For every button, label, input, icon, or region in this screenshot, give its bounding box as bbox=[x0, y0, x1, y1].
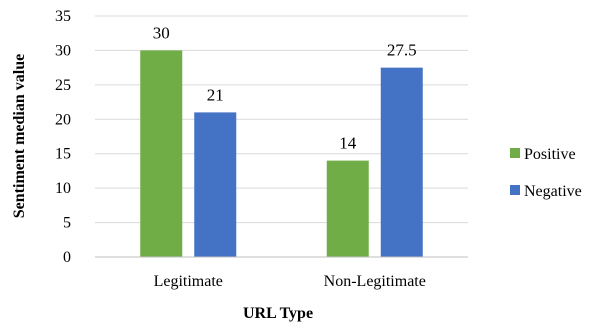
x-category-label: Legitimate bbox=[154, 273, 223, 290]
data-labels: 30 21 14 27.5 bbox=[153, 23, 417, 152]
bar-negative-1 bbox=[380, 67, 423, 258]
y-tick-label: 5 bbox=[63, 215, 71, 232]
y-tick-label: 30 bbox=[55, 42, 71, 59]
legend: Positive Negative bbox=[510, 146, 582, 200]
legend-label-positive: Positive bbox=[524, 146, 576, 163]
y-tick-label: 35 bbox=[55, 8, 71, 25]
bar-positive-1 bbox=[326, 160, 369, 257]
y-tick-label: 0 bbox=[63, 249, 71, 266]
y-tick-label: 20 bbox=[55, 111, 71, 128]
data-label: 21 bbox=[207, 85, 224, 104]
legend-swatch-positive bbox=[510, 148, 520, 158]
x-axis-categories: Legitimate Non-Legitimate bbox=[154, 273, 426, 290]
y-tick-label: 15 bbox=[55, 146, 71, 163]
bar-positive-0 bbox=[140, 50, 183, 257]
y-tick-label: 10 bbox=[55, 180, 71, 197]
x-axis-title: URL Type bbox=[243, 305, 313, 322]
bar-negative-0 bbox=[194, 112, 237, 258]
y-axis-ticks: 0 5 10 15 20 25 30 35 bbox=[55, 8, 71, 266]
y-tick-label: 25 bbox=[55, 77, 71, 94]
legend-swatch-negative bbox=[510, 185, 520, 195]
legend-label-negative: Negative bbox=[524, 183, 582, 200]
y-axis-title: Sentiment median value bbox=[11, 54, 28, 218]
data-label: 14 bbox=[339, 134, 357, 153]
data-label: 27.5 bbox=[387, 41, 417, 60]
data-label: 30 bbox=[153, 23, 170, 42]
bars bbox=[140, 50, 423, 258]
x-category-label: Non-Legitimate bbox=[324, 273, 426, 290]
